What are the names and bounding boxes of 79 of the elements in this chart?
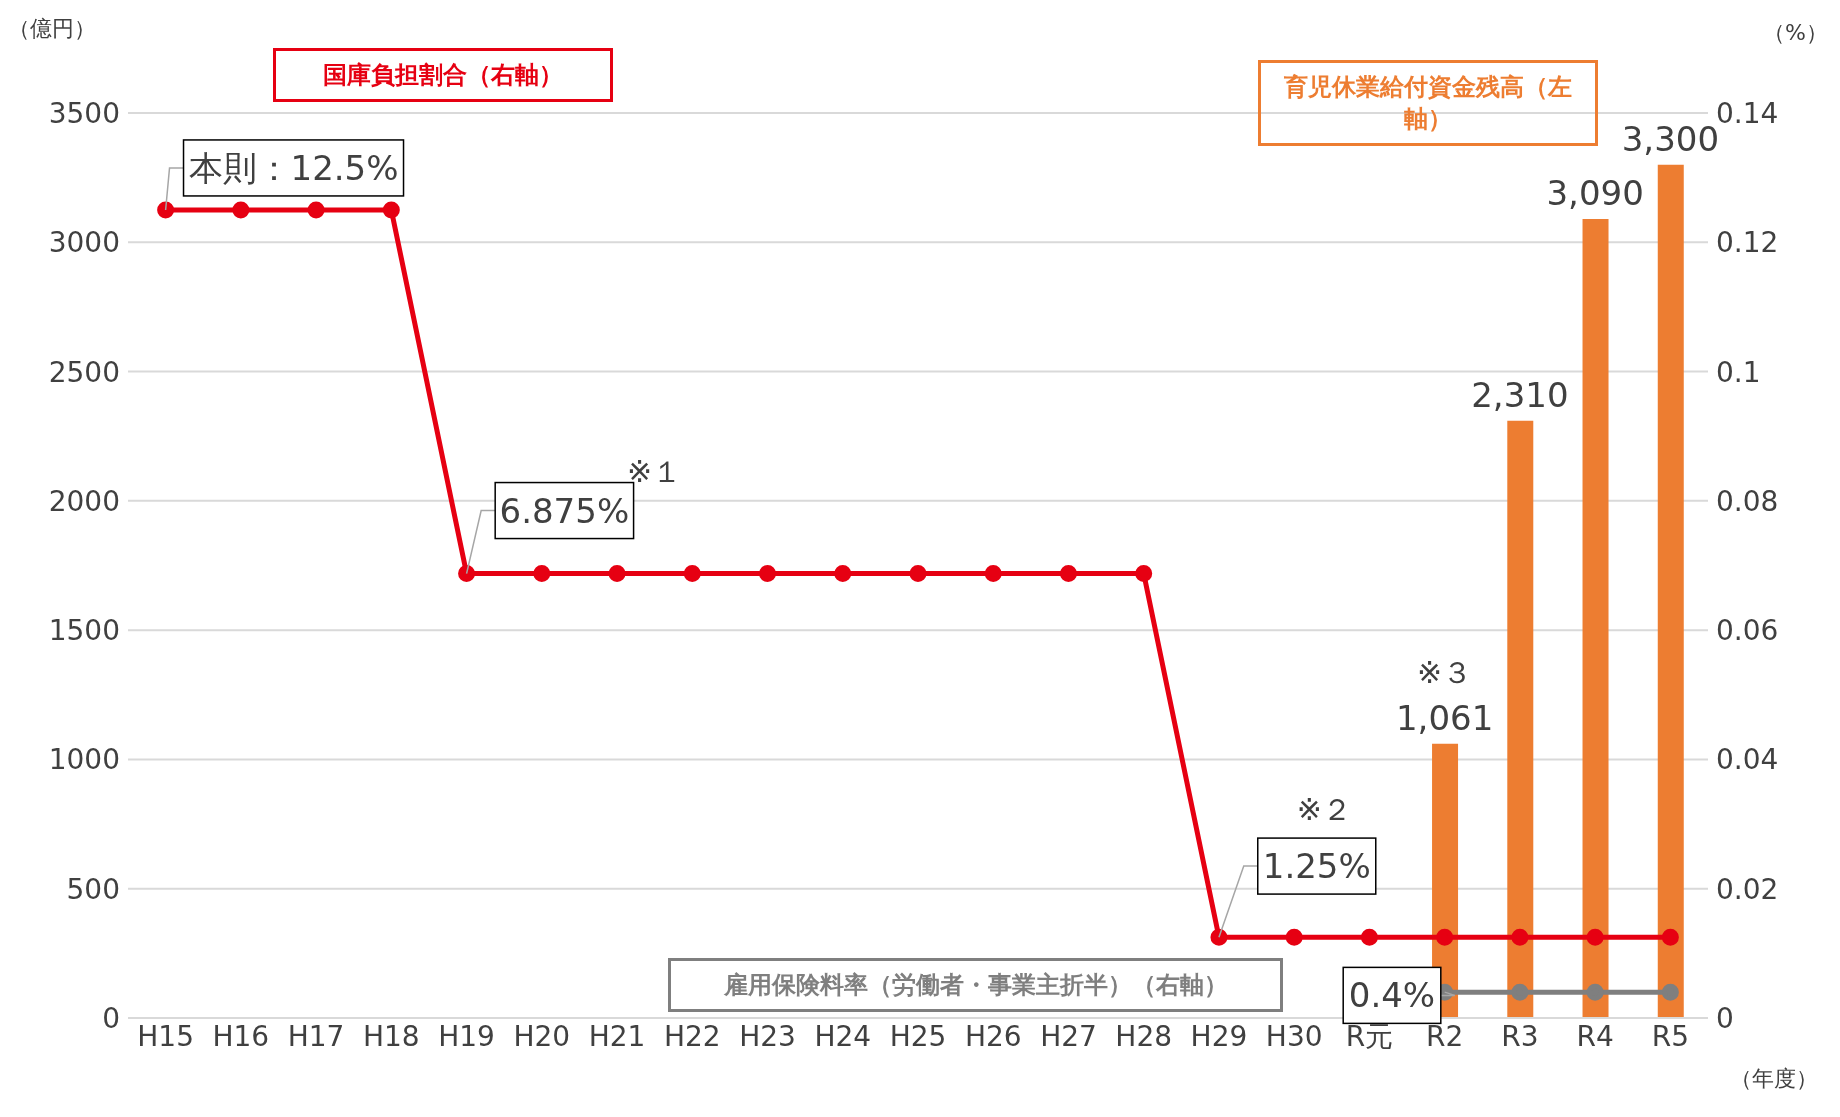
x-tick-label: H18 — [362, 1019, 420, 1053]
y2-tick-label: 0.12 — [1716, 226, 1779, 260]
x-tick-label: H30 — [1265, 1019, 1323, 1053]
x-tick-label: H27 — [1040, 1019, 1097, 1053]
point — [1511, 983, 1529, 1001]
point — [1360, 928, 1378, 946]
bar — [1507, 420, 1534, 1018]
point — [1135, 565, 1153, 583]
x-tick-label: H17 — [287, 1019, 345, 1053]
point — [382, 201, 400, 219]
point — [1436, 928, 1454, 946]
annotation: ※３ — [1417, 654, 1473, 690]
x-tick-label: R元 — [1345, 1019, 1394, 1053]
y-tick-label: 3500 — [48, 96, 120, 130]
x-tick-label: R4 — [1576, 1019, 1614, 1053]
x-tick-label: H21 — [588, 1019, 646, 1053]
point — [909, 565, 927, 583]
y2-tick-label: 0.1 — [1716, 355, 1761, 389]
text: 国庫負担割合（右軸） — [273, 48, 613, 102]
point — [834, 565, 852, 583]
x-tick-label: H28 — [1115, 1019, 1173, 1053]
text: 雇用保険料率（労働者・事業主折半）（右軸） — [668, 958, 1283, 1012]
point — [157, 201, 175, 219]
annotation: 1.25% — [1262, 846, 1371, 887]
x-tick-label: H15 — [137, 1019, 194, 1053]
point — [458, 565, 476, 583]
point — [1586, 983, 1604, 1001]
x-tick-label: H16 — [212, 1019, 270, 1053]
point — [1661, 983, 1679, 1001]
point — [1059, 565, 1077, 583]
y2-tick-label: 0.02 — [1716, 872, 1779, 906]
y2-axis-title: （%） — [1763, 19, 1828, 47]
y-tick-label: 2000 — [48, 484, 120, 518]
x-tick-label: R5 — [1651, 1019, 1690, 1053]
y-tick-label: 0 — [102, 1001, 120, 1035]
x-tick-label: R2 — [1426, 1019, 1464, 1053]
x-tick-label: H23 — [739, 1019, 796, 1053]
annotation: ※２ — [1296, 792, 1352, 828]
annotation: 6.875% — [499, 490, 630, 531]
x-tick-label: H20 — [513, 1019, 571, 1053]
annotation: ※１ — [627, 454, 683, 490]
x-tick-label: R3 — [1501, 1019, 1539, 1053]
point — [1285, 928, 1303, 946]
y-tick-label: 1500 — [48, 614, 120, 648]
y2-tick-label: 0 — [1716, 1001, 1734, 1035]
annotation: 本則：12.5% — [188, 147, 399, 188]
y-tick-label: 3000 — [48, 226, 120, 260]
point — [307, 201, 325, 219]
x-tick-label: H22 — [663, 1019, 721, 1053]
data-label: 2,310 — [1471, 374, 1569, 415]
point — [232, 201, 250, 219]
annotation: 0.4% — [1348, 975, 1436, 1016]
point — [683, 565, 701, 583]
x-axis-title: （年度） — [1730, 1065, 1818, 1093]
y-tick-label: 2500 — [48, 355, 120, 389]
text: 育児休業給付資金残高（左軸） — [1258, 60, 1598, 146]
y2-tick-label: 0.06 — [1716, 614, 1779, 648]
point — [759, 565, 777, 583]
bar — [1582, 219, 1609, 1018]
point — [533, 565, 551, 583]
x-tick-label: H19 — [438, 1019, 495, 1053]
y-axis-title: （億円） — [8, 15, 96, 43]
data-label: 3,090 — [1546, 173, 1644, 214]
data-label: 1,061 — [1395, 697, 1494, 738]
point — [1586, 928, 1604, 946]
point — [1511, 928, 1529, 946]
x-tick-label: H29 — [1190, 1019, 1248, 1053]
y2-tick-label: 0.04 — [1716, 743, 1779, 777]
x-tick-label: H26 — [964, 1019, 1022, 1053]
y2-tick-label: 0.08 — [1716, 484, 1779, 518]
bar — [1657, 164, 1684, 1018]
y-tick-label: 500 — [66, 872, 120, 906]
point — [984, 565, 1002, 583]
point — [608, 565, 626, 583]
point — [1210, 928, 1228, 946]
x-tick-label: H24 — [814, 1019, 872, 1053]
y-tick-label: 1000 — [48, 743, 120, 777]
point — [1661, 928, 1679, 946]
x-tick-label: H25 — [889, 1019, 947, 1053]
